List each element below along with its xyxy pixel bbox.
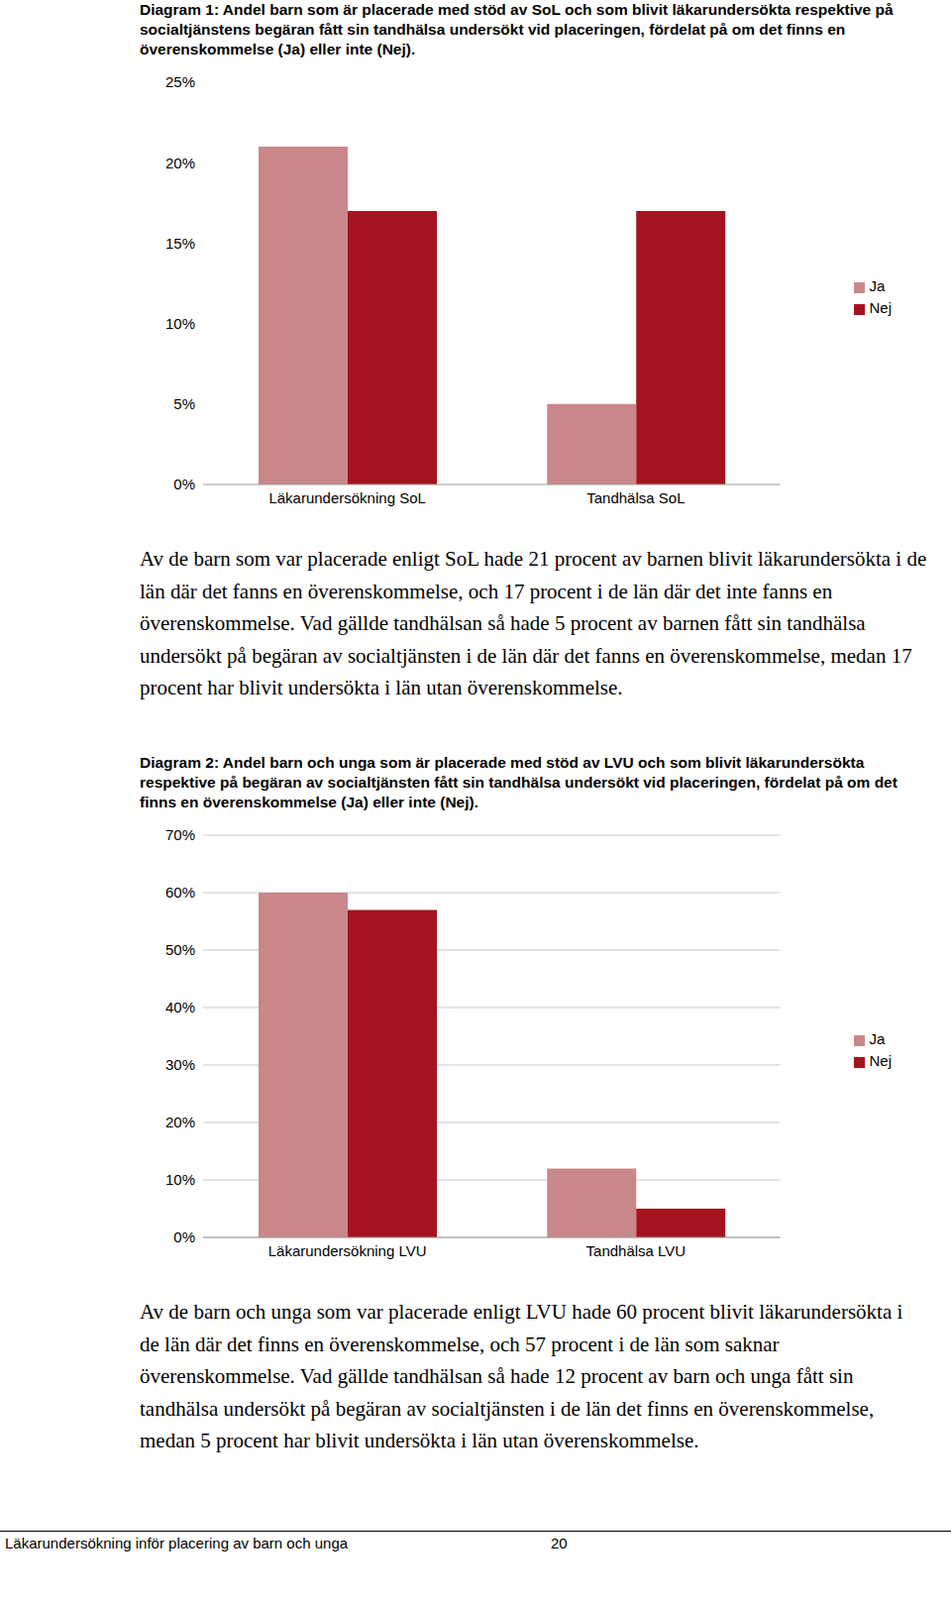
svg-text:5%: 5% [173, 395, 196, 413]
html-text:Av de barn och unga som var pl: Av de barn och unga som var placerade en… [139, 1299, 903, 1453]
html-text:Nej: Nej [869, 299, 892, 317]
svg-text:Tandhälsa SoL: Tandhälsa SoL [586, 489, 685, 507]
svg-text:10%: 10% [165, 315, 196, 332]
svg-text:Läkarundersökning LVU: Läkarundersökning LVU [268, 1242, 427, 1260]
svg-text:20%: 20% [165, 154, 196, 172]
svg-text:Läkarundersökning SoL: Läkarundersökning SoL [268, 489, 425, 507]
svg-text:70%: 70% [165, 826, 196, 844]
html-text:Av de barn som var placerade e: Av de barn som var placerade enligt SoL … [139, 546, 927, 700]
html-text:Ja: Ja [869, 277, 885, 295]
svg-text:30%: 30% [165, 1056, 196, 1073]
svg-text:40%: 40% [165, 998, 196, 1016]
svg-text:10%: 10% [165, 1170, 196, 1188]
html-text:Ja: Ja [869, 1030, 885, 1048]
svg-text:15%: 15% [165, 234, 196, 252]
html-text:Diagram 1: Andel barn som är p: Diagram 1: Andel barn som är placerade m… [139, 0, 894, 58]
svg-text:0%: 0% [173, 1228, 196, 1246]
svg-text:60%: 60% [165, 883, 196, 901]
svg-text:20%: 20% [165, 1113, 196, 1131]
html-text:Diagram 2: Andel barn och unga: Diagram 2: Andel barn och unga som är pl… [139, 753, 898, 811]
html-text:20: 20 [550, 1534, 568, 1552]
svg-text:Tandhälsa LVU: Tandhälsa LVU [586, 1242, 687, 1260]
html-text:Läkarundersökning inför placer: Läkarundersökning inför placering av bar… [4, 1534, 348, 1552]
svg-text:0%: 0% [173, 475, 196, 493]
svg-text:50%: 50% [165, 941, 196, 958]
html-text:Nej: Nej [869, 1052, 892, 1069]
svg-text:25%: 25% [165, 73, 196, 91]
